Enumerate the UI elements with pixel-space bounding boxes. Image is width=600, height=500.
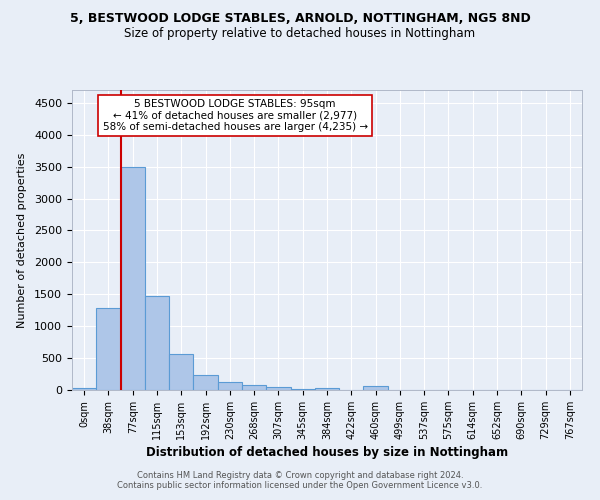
Bar bbox=[266, 388, 290, 390]
Bar bbox=[72, 388, 96, 390]
Text: Contains HM Land Registry data © Crown copyright and database right 2024.
Contai: Contains HM Land Registry data © Crown c… bbox=[118, 470, 482, 490]
Bar bbox=[96, 308, 121, 390]
Bar bbox=[290, 388, 315, 390]
Bar bbox=[121, 166, 145, 390]
Bar bbox=[242, 385, 266, 390]
Bar bbox=[193, 374, 218, 390]
Y-axis label: Number of detached properties: Number of detached properties bbox=[17, 152, 27, 328]
X-axis label: Distribution of detached houses by size in Nottingham: Distribution of detached houses by size … bbox=[146, 446, 508, 459]
Text: 5 BESTWOOD LODGE STABLES: 95sqm
← 41% of detached houses are smaller (2,977)
58%: 5 BESTWOOD LODGE STABLES: 95sqm ← 41% of… bbox=[103, 99, 368, 132]
Bar bbox=[169, 354, 193, 390]
Text: 5, BESTWOOD LODGE STABLES, ARNOLD, NOTTINGHAM, NG5 8ND: 5, BESTWOOD LODGE STABLES, ARNOLD, NOTTI… bbox=[70, 12, 530, 26]
Bar bbox=[315, 388, 339, 390]
Bar bbox=[145, 296, 169, 390]
Text: Size of property relative to detached houses in Nottingham: Size of property relative to detached ho… bbox=[124, 28, 476, 40]
Bar bbox=[218, 382, 242, 390]
Bar bbox=[364, 386, 388, 390]
